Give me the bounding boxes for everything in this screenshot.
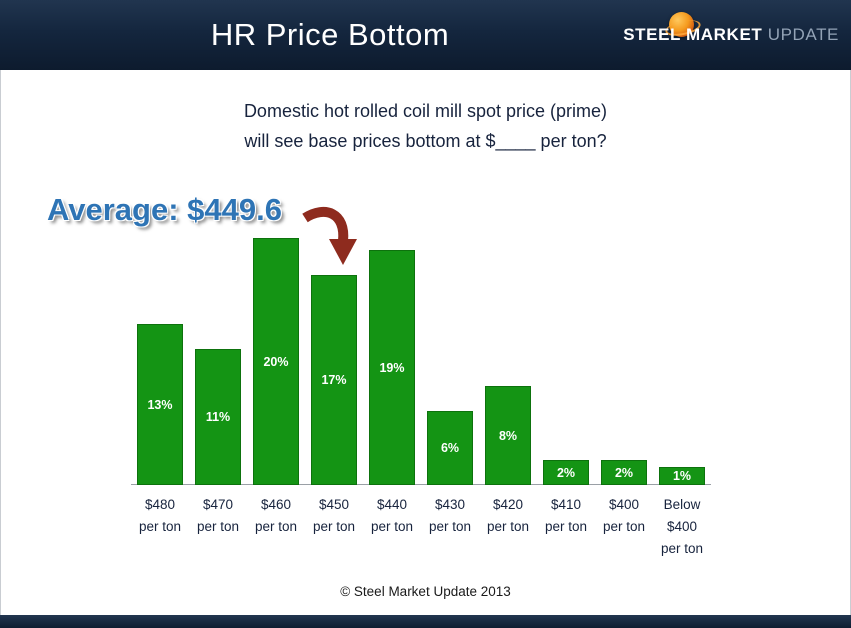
x-axis-label: $470 per ton (196, 497, 240, 534)
x-axis: $480 per ton $470 per ton $460 per ton $450 per… (131, 494, 711, 560)
bar-value-label: 19% (379, 360, 405, 375)
x-axis-label: $480 per ton (138, 497, 182, 534)
survey-question: Domestic hot rolled coil mill spot price… (1, 96, 850, 156)
x-axis-label: $460 per ton (254, 497, 298, 534)
chart-bar: 17% (311, 275, 357, 485)
logo-text-update: UPDATE (767, 25, 839, 44)
bar-value-label: 11% (205, 410, 231, 424)
page-title: HR Price Bottom (210, 17, 450, 52)
curved-down-arrow-icon (302, 206, 357, 265)
copyright-text: © Steel Market Update 2013 (340, 584, 511, 599)
x-axis-label: Below $400 per ton (660, 497, 704, 556)
bar-value-label: 1% (672, 469, 692, 483)
x-axis-label: $440 per ton (370, 497, 414, 534)
chart-bar: 2% (601, 460, 647, 485)
x-axis-label: $410 per ton (544, 497, 588, 534)
chart-bar: 2% (543, 460, 589, 485)
bar-value-label: 8% (498, 428, 518, 443)
x-axis-label: $430 per ton (428, 497, 472, 534)
logo-globe-icon (669, 12, 695, 37)
bar-value-label: 20% (263, 354, 289, 369)
footer-bar (0, 615, 851, 628)
chart-bar: 6% (427, 411, 473, 485)
header-bar: HR Price Bottom STEEL MARKET UPDATE (0, 0, 851, 70)
chart-bar: 11% (195, 349, 241, 485)
bar-value-label: 13% (147, 397, 173, 412)
plot-area: 13% 11% 20% 17% 19% 6% 8% 2% 2% 1% (131, 238, 711, 485)
x-axis-label: $420 per ton (486, 497, 530, 534)
chart-bar: 20% (253, 238, 299, 485)
slide-body: Domestic hot rolled coil mill spot price… (0, 70, 851, 615)
survey-question-line2: will see base prices bottom at $____ per… (244, 131, 607, 151)
x-axis-label: $450 per ton (312, 497, 356, 534)
bar-value-label: 17% (321, 373, 347, 387)
chart-bar: 8% (485, 386, 531, 485)
bar-value-label: 6% (440, 441, 460, 455)
chart-bar: 13% (137, 324, 183, 485)
bar-value-label: 2% (556, 465, 576, 480)
chart-bar: 19% (369, 250, 415, 485)
bar-value-label: 2% (614, 465, 634, 480)
x-axis-label: $400 per ton (602, 497, 646, 534)
survey-question-line1: Domestic hot rolled coil mill spot price… (243, 101, 608, 121)
logo-text-market: MARKET (686, 25, 763, 44)
chart-bar: 1% (659, 467, 705, 485)
smu-logo: STEEL MARKET UPDATE (623, 12, 839, 45)
logo-text-steel: STEEL (623, 25, 681, 44)
average-callout: Average: $449.6 (47, 192, 282, 227)
